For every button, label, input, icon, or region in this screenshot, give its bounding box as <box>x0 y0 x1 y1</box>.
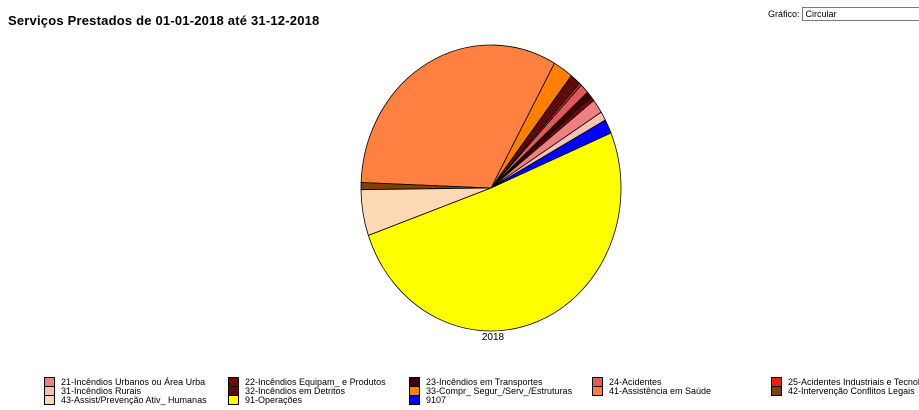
legend-label: 24-Acidentes <box>609 376 662 387</box>
chart-type-label: Gráfico: <box>768 9 800 19</box>
chart-type-control: Gráfico: Circular ▼ <box>768 6 919 22</box>
legend-label: 22-Incêndios Equipam_ e Produtos <box>245 376 386 387</box>
legend-label: 43-Assist/Prevenção Ativ_ Humanas <box>61 394 207 405</box>
chart-type-value: Circular <box>805 9 837 19</box>
chart-title: Serviços Prestados de 01-01-2018 até 31-… <box>8 13 320 28</box>
legend-label: 91-Operações <box>245 394 303 405</box>
legend-label: 41-Assistência em Saúde <box>609 385 712 396</box>
legend-item: 42-Intervenção Conflitos Legais <box>771 386 915 396</box>
pie-category-label: 2018 <box>481 332 505 343</box>
legend-swatch <box>592 386 603 396</box>
legend-swatch <box>228 395 239 405</box>
legend-label: 32-Incêndios em Detritos <box>245 385 346 396</box>
legend-swatch <box>771 386 782 396</box>
pie-slice <box>360 44 555 189</box>
legend-label: 21-Incêndios Urbanos ou Área Urba <box>61 376 206 387</box>
legend-label: 25-Acidentes Industriais e Tecnol <box>788 376 919 387</box>
legend-label: 33-Compr_ Segur_/Serv_/Estruturas <box>426 385 573 396</box>
legend-item: 9107 <box>409 395 446 405</box>
legend-item: 41-Assistência em Saúde <box>592 386 711 396</box>
legend-label: 9107 <box>426 394 447 405</box>
pie-slice <box>490 111 606 189</box>
legend-item: 91-Operações <box>228 395 302 405</box>
chart-type-select[interactable]: Circular ▼ <box>801 7 919 21</box>
legend-label: 42-Intervenção Conflitos Legais <box>788 385 915 396</box>
pie-slice <box>367 132 622 332</box>
legend-swatch <box>409 395 420 405</box>
legend-swatch <box>44 395 55 405</box>
legend-label: 31-Incêndios Rurais <box>61 385 142 396</box>
legend-label: 23-Incêndios em Transportes <box>426 376 543 387</box>
legend-item: 43-Assist/Prevenção Ativ_ Humanas <box>44 395 207 405</box>
